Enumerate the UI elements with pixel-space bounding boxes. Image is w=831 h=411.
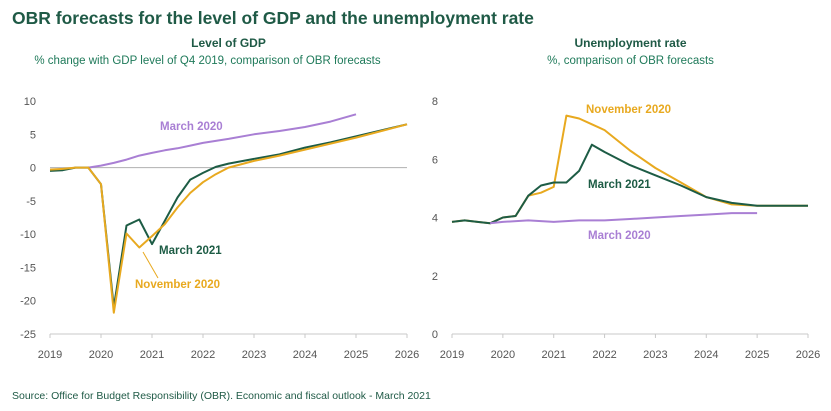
unemployment-series-march-2021 bbox=[451, 143, 808, 225]
gdp-y-tick-label: -15 bbox=[20, 262, 36, 274]
unemployment-x-tick-label: 2020 bbox=[491, 349, 515, 361]
unemployment-label-november-2020: November 2020 bbox=[586, 104, 671, 116]
unemployment-y-tick-label: 2 bbox=[432, 271, 438, 283]
unemployment-x-tick-label: 2023 bbox=[643, 349, 667, 361]
unemployment-label-march-2021: March 2021 bbox=[588, 179, 651, 191]
unemployment-x-tick-label: 2024 bbox=[694, 349, 718, 361]
gdp-x-tick-label: 2022 bbox=[191, 349, 215, 361]
gdp-y-tick-label: -25 bbox=[20, 329, 36, 341]
unemployment-x-tick-label: 2021 bbox=[541, 349, 565, 361]
unemployment-label-march-2020: March 2020 bbox=[588, 230, 651, 242]
gdp-x-tick-label: 2024 bbox=[293, 349, 317, 361]
unemployment-x-tick-label: 2019 bbox=[440, 349, 464, 361]
gdp-y-tick-label: 0 bbox=[30, 163, 36, 175]
unemployment-y-tick-label: 6 bbox=[432, 154, 438, 166]
unemployment-x-tick-label: 2025 bbox=[745, 349, 769, 361]
unemployment-series-november-2020 bbox=[451, 114, 808, 225]
gdp-y-tick-label: 5 bbox=[30, 129, 36, 141]
gdp-chart-subtitle: % change with GDP level of Q4 2019, comp… bbox=[34, 55, 381, 67]
unemployment-y-tick-label: 4 bbox=[432, 213, 438, 225]
gdp-y-tick-label: -20 bbox=[20, 296, 36, 308]
gdp-y-tick-label: -5 bbox=[26, 196, 36, 208]
unemployment-x-tick-label: 2026 bbox=[796, 349, 820, 361]
unemployment-y-tick-label: 8 bbox=[432, 96, 438, 108]
gdp-label-march-2020: March 2020 bbox=[160, 121, 223, 133]
source-note: Source: Office for Budget Responsibility… bbox=[12, 390, 431, 402]
gdp-x-tick-label: 2025 bbox=[344, 349, 368, 361]
page-title: OBR forecasts for the level of GDP and t… bbox=[12, 8, 534, 28]
gdp-chart-title: Level of GDP bbox=[191, 36, 266, 50]
gdp-x-tick-label: 2026 bbox=[395, 349, 419, 361]
gdp-y-tick-label: -10 bbox=[20, 229, 36, 241]
gdp-x-tick-label: 2020 bbox=[89, 349, 113, 361]
gdp-series-november-2020 bbox=[49, 123, 408, 314]
gdp-series-march-2020 bbox=[88, 113, 357, 169]
unemployment-y-tick-label: 0 bbox=[432, 329, 438, 341]
unemployment-chart-subtitle: %, comparison of OBR forecasts bbox=[547, 55, 714, 67]
gdp-y-tick-label: 10 bbox=[24, 96, 36, 108]
gdp-x-tick-label: 2019 bbox=[38, 349, 62, 361]
unemployment-x-tick-label: 2022 bbox=[592, 349, 616, 361]
unemployment-series-march-2020 bbox=[489, 212, 758, 225]
gdp-x-tick-label: 2023 bbox=[242, 349, 266, 361]
unemployment-chart-title: Unemployment rate bbox=[574, 36, 687, 50]
gdp-label-leader bbox=[142, 251, 159, 279]
gdp-label-march-2021: March 2021 bbox=[159, 245, 222, 257]
gdp-label-november-2020: November 2020 bbox=[135, 279, 220, 291]
gdp-x-tick-label: 2021 bbox=[140, 349, 164, 361]
